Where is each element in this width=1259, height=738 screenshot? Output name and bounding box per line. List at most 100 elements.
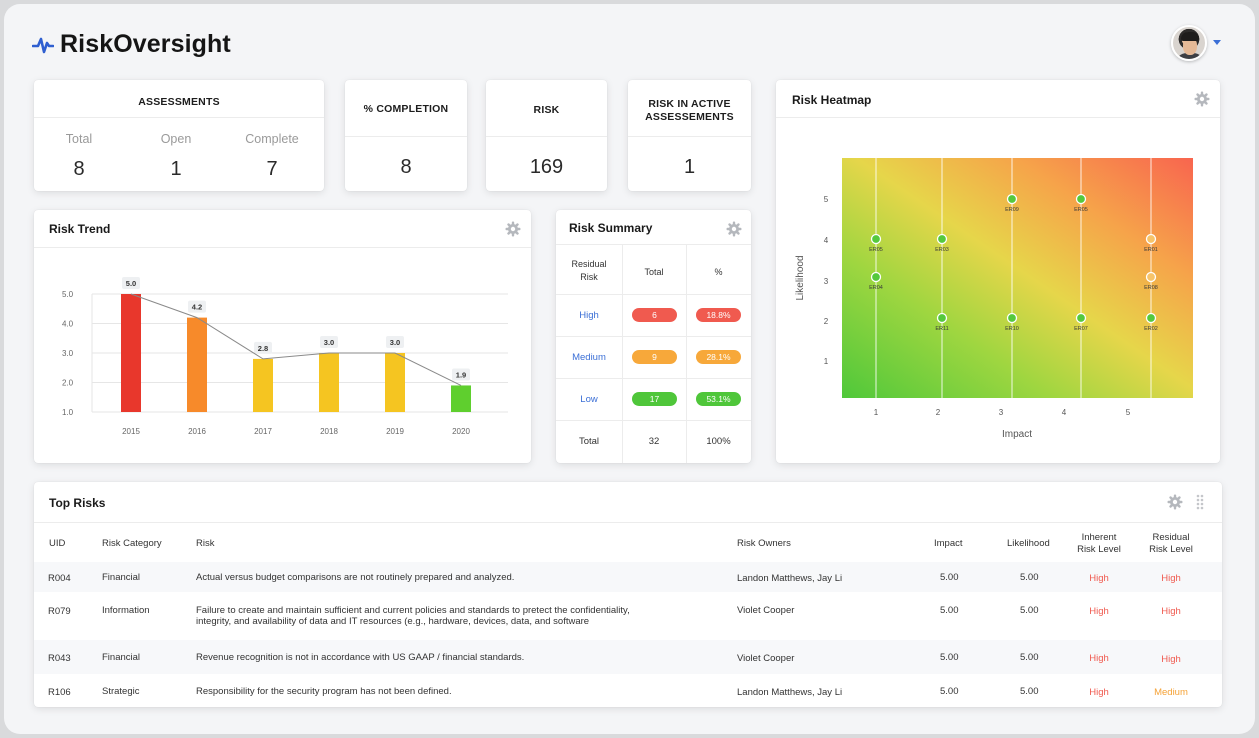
dashboard: RiskOversight ASSESSMENTS Total 8 Open 1…	[4, 4, 1255, 734]
row-impact: 5.00	[940, 605, 959, 616]
risk-point[interactable]	[870, 233, 882, 245]
col-risk-owners[interactable]: Risk Owners	[737, 538, 791, 549]
y-tick-label: 5.0	[62, 290, 74, 299]
bar	[451, 385, 471, 412]
open-label: Open	[160, 132, 192, 146]
x-tick-label: 2	[936, 408, 941, 417]
low-total-pill: 17	[632, 392, 677, 406]
row-residual: Medium	[1154, 687, 1188, 698]
data-label-bg	[254, 341, 272, 354]
risk-summary-title: Risk Summary	[569, 221, 653, 235]
risk-summary-card: Risk Summary Residual Risk Total % High …	[556, 210, 751, 463]
medium-pct-pill: 28.1%	[696, 350, 741, 364]
chevron-down-icon[interactable]	[1213, 40, 1221, 45]
low-pct-pill: 53.1%	[696, 392, 741, 406]
risk-point[interactable]	[1075, 193, 1087, 205]
risk-point[interactable]	[1075, 312, 1087, 324]
total-row-pct: 100%	[706, 436, 731, 447]
col-inherent-line1[interactable]: Inherent	[1081, 532, 1117, 543]
col-risk-category[interactable]: Risk Category	[102, 538, 162, 549]
heatmap-ylabel: Likelihood	[795, 255, 806, 300]
row-uid: R079	[48, 606, 71, 617]
risk-trend-card: Risk Trend 5.0 4.0 3.0 2.0 1.0 5.0 2015 4.2 2016…	[34, 210, 531, 463]
complete-label: Complete	[245, 132, 299, 146]
bar	[121, 294, 141, 412]
medium-level-label[interactable]: Medium	[572, 352, 606, 363]
row-category: Financial	[102, 572, 141, 583]
completion-title: % COMPLETION	[363, 103, 449, 115]
risk-point[interactable]	[1145, 233, 1157, 245]
risk-point[interactable]	[936, 312, 948, 324]
pulse-logo-icon	[32, 37, 54, 53]
risk-point-label: ER10	[1005, 326, 1019, 332]
risk-point[interactable]	[1006, 312, 1018, 324]
row-owners: Landon Matthews, Jay Li	[737, 687, 843, 698]
x-tick-label: 1	[874, 408, 879, 417]
risk-point-label: ER09	[1005, 207, 1019, 213]
user-avatar[interactable]	[1171, 25, 1207, 61]
row-category: Information	[102, 605, 150, 616]
risk-point[interactable]	[870, 271, 882, 283]
risk-point-label: ER04	[869, 285, 883, 291]
x-tick-label: 2019	[386, 427, 404, 436]
residual-risk-header-line2: Risk	[580, 272, 598, 282]
active-risk-title-line2: ASSESSEMENTS	[645, 111, 734, 123]
gear-icon[interactable]	[1194, 91, 1210, 107]
x-tick-label: 4	[1062, 408, 1067, 417]
gear-icon[interactable]	[505, 221, 521, 237]
row-inherent: High	[1089, 653, 1109, 664]
app-title: RiskOversight	[60, 30, 231, 58]
row-impact: 5.00	[940, 686, 959, 697]
complete-value: 7	[266, 158, 278, 180]
y-tick-label: 5	[824, 195, 829, 204]
high-level-label[interactable]: High	[579, 310, 599, 321]
risk-card: RISK 169	[486, 80, 607, 191]
data-label-bg	[452, 368, 470, 381]
gear-icon[interactable]	[726, 221, 742, 237]
heatmap-plot: 1 2 3 4 5 5 4 3 2 1 ER05 ER04 ER03 ER11 ER09 ER10 ER05 ER…	[795, 158, 1193, 440]
data-label-bg	[386, 336, 404, 348]
x-tick-label: 2015	[122, 427, 140, 436]
risk-point[interactable]	[1006, 193, 1018, 205]
data-label-bg	[122, 277, 140, 289]
col-residual-line1[interactable]: Residual	[1152, 532, 1190, 543]
col-uid[interactable]: UID	[49, 538, 66, 549]
top-risks-card: Top Risks UID Risk Category Risk Risk Ow…	[34, 482, 1222, 707]
x-tick-label: 2016	[188, 427, 206, 436]
row-likelihood: 5.00	[1020, 572, 1039, 583]
col-inherent-line2: Risk Level	[1077, 544, 1121, 555]
row-owners: Violet Cooper	[737, 653, 795, 664]
row-impact: 5.00	[940, 652, 959, 663]
col-residual-line2: Risk Level	[1149, 544, 1193, 555]
row-inherent: High	[1089, 606, 1109, 617]
low-level-label[interactable]: Low	[580, 394, 598, 405]
residual-risk-header-line1: Residual	[571, 259, 607, 269]
col-risk[interactable]: Risk	[196, 538, 215, 549]
risk-trend-title: Risk Trend	[49, 222, 111, 236]
table-row[interactable]	[34, 562, 1222, 592]
col-likelihood[interactable]: Likelihood	[1007, 538, 1050, 549]
risk-point-label: ER01	[1144, 247, 1158, 253]
y-tick-label: 1.0	[62, 408, 74, 417]
top-risks-title: Top Risks	[49, 496, 106, 510]
risk-point-label: ER05	[1074, 207, 1088, 213]
total-row-label: Total	[578, 436, 600, 447]
bar	[253, 358, 273, 412]
data-label: 3.0	[324, 338, 334, 347]
total-label: Total	[65, 132, 93, 146]
col-impact[interactable]: Impact	[934, 538, 963, 549]
risk-point[interactable]	[1145, 271, 1157, 283]
active-risk-value: 1	[683, 156, 696, 178]
y-tick-label: 2.0	[62, 379, 74, 388]
table-row[interactable]	[34, 640, 1222, 674]
app-logo[interactable]: RiskOversight	[32, 30, 231, 59]
gear-icon[interactable]	[1167, 494, 1183, 510]
risk-point[interactable]	[936, 233, 948, 245]
data-label: 5.0	[126, 279, 136, 288]
risk-point[interactable]	[1145, 312, 1157, 324]
data-label: 4.2	[192, 303, 202, 312]
drag-handle-icon[interactable]	[1196, 494, 1204, 510]
total-value: 8	[73, 158, 85, 180]
high-pct-pill: 18.8%	[696, 308, 741, 322]
total-row-count: 32	[648, 436, 660, 447]
